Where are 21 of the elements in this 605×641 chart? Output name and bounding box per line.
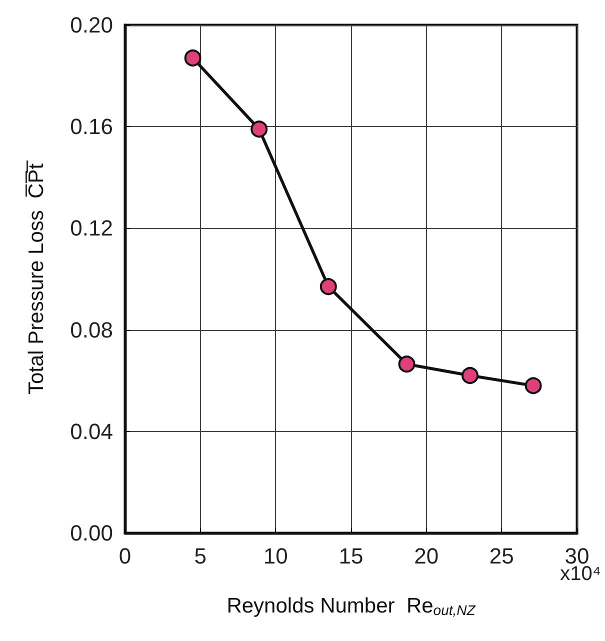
x-tick-label: 0: [118, 544, 132, 568]
point: [398, 356, 416, 373]
x-tick-label: 15: [338, 544, 364, 568]
y-tick-label: 0.16: [70, 114, 113, 140]
point: [184, 50, 202, 67]
y-tick-label: 0.00: [70, 520, 113, 546]
y-axis-title: Total Pressure Loss C̅P̅t̅: [25, 160, 48, 395]
point: [524, 377, 542, 394]
y-tick-label: 0.08: [70, 317, 113, 342]
x-tick-label: 5: [194, 544, 206, 568]
y-tick-label: 0.04: [70, 418, 113, 444]
x-tick-label: 20: [414, 544, 439, 568]
x-axis-title: Reynolds Number Reout,NZ: [226, 594, 476, 618]
y-tick-label: 0.20: [70, 12, 113, 38]
point: [462, 367, 479, 384]
y-tick-label: 0.12: [70, 216, 113, 241]
x-tick-label: 25: [489, 544, 514, 568]
point: [320, 278, 337, 296]
point: [250, 120, 268, 138]
text: x10⁴: [560, 563, 602, 585]
x-tick-label: 10: [263, 544, 288, 568]
